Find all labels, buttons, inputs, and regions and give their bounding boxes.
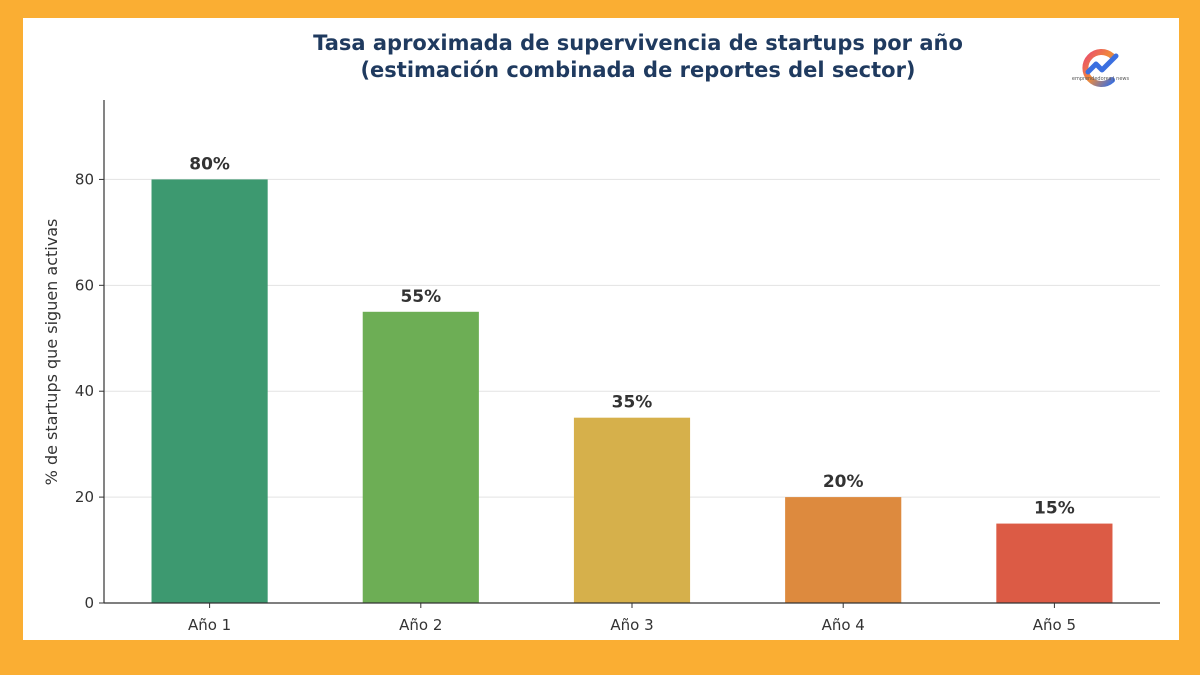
grid-layer: [104, 178, 1160, 498]
y-tick-label: 80: [75, 170, 94, 188]
bar-layer: [151, 179, 1113, 603]
y-tick-label: 20: [75, 488, 94, 506]
bar-4: [785, 497, 902, 603]
data-label: 35%: [612, 393, 653, 413]
x-tick-label: Año 4: [822, 616, 865, 634]
y-tick-label: 0: [84, 594, 94, 612]
label-layer: 0 20 40 60 80 80% Año 1 55% Año 2 35% Año 3 20% Año …: [75, 154, 1076, 634]
x-tick-label: Año 2: [399, 616, 442, 634]
bar-3: [573, 417, 691, 603]
data-label: 55%: [400, 287, 441, 307]
y-tick-label: 40: [75, 382, 94, 400]
bar-2: [362, 311, 479, 603]
chart-title: Tasa aproximada de supervivencia de star…: [313, 31, 963, 55]
y-axis-label: % de startups que siguen activas: [42, 219, 61, 486]
y-tick-label: 60: [75, 276, 94, 294]
bar-5: [996, 523, 1113, 603]
data-label: 20%: [823, 472, 864, 492]
data-label: 80%: [189, 154, 230, 174]
data-label: 15%: [1034, 499, 1075, 519]
chart-title-block: Tasa aproximada de supervivencia de star…: [23, 30, 1200, 84]
x-tick-label: Año 3: [610, 616, 653, 634]
axis-layer: [99, 100, 1160, 608]
bar-1: [151, 179, 268, 603]
x-tick-label: Año 1: [188, 616, 231, 634]
x-tick-label: Año 5: [1033, 616, 1076, 634]
chart-subtitle: (estimación combinada de reportes del se…: [360, 58, 916, 82]
emprendedores-logo-icon: [1082, 49, 1119, 87]
logo-text: emprendedores | news: [1071, 76, 1130, 82]
